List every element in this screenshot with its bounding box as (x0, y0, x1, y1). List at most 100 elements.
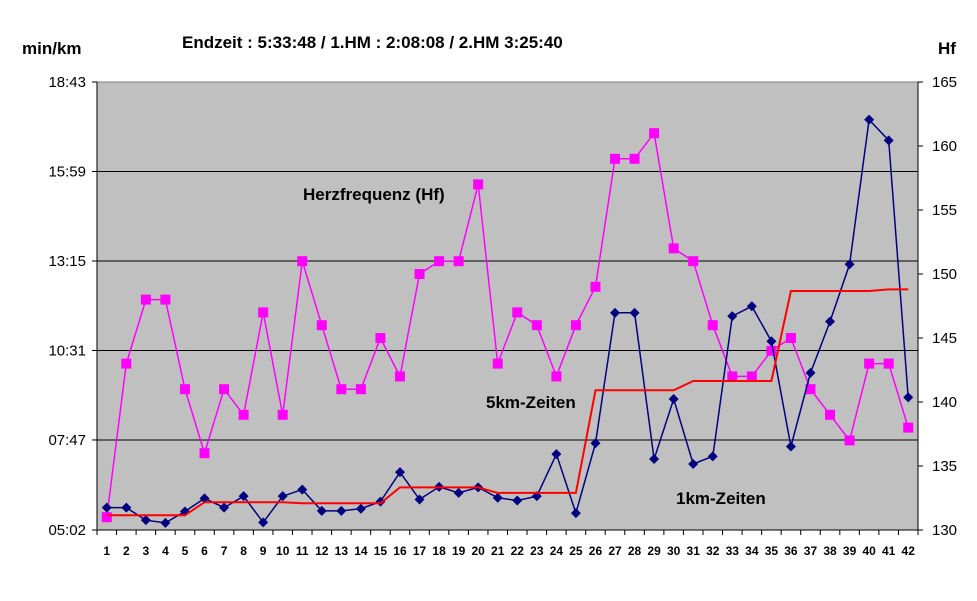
x-tick-label: 2 (123, 544, 130, 558)
right-tick-label: 145 (932, 330, 957, 347)
data-point-square (336, 384, 347, 395)
x-tick-label: 34 (745, 544, 759, 558)
data-point-square (394, 371, 405, 382)
data-point-diamond (453, 487, 464, 498)
x-tick-label: 1 (103, 544, 110, 558)
data-point-diamond (590, 438, 601, 449)
data-point-square (844, 435, 855, 446)
annotation-heart-rate: Herzfrequenz (Hf) (303, 185, 445, 204)
x-tick-label: 28 (628, 544, 642, 558)
data-point-square (238, 409, 249, 420)
data-point-diamond (649, 454, 660, 465)
x-tick-label: 9 (260, 544, 267, 558)
data-point-square (649, 128, 660, 139)
data-point-square (785, 333, 796, 343)
data-point-diamond (258, 517, 269, 528)
data-point-diamond (551, 449, 562, 460)
x-tick-label: 39 (843, 544, 857, 558)
data-point-square (570, 320, 581, 331)
x-tick-label: 40 (862, 544, 876, 558)
x-tick-label: 24 (550, 544, 564, 558)
x-tick-label: 31 (687, 544, 701, 558)
x-tick-label: 12 (315, 544, 329, 558)
x-tick-label: 19 (452, 544, 466, 558)
left-axis-unit-label: min/km (22, 39, 82, 58)
right-tick-label: 160 (932, 138, 957, 155)
data-point-square (903, 422, 914, 433)
data-point-square (179, 384, 190, 395)
data-point-square (590, 281, 601, 292)
right-tick-label: 150 (932, 266, 957, 283)
x-tick-label: 27 (608, 544, 622, 558)
x-tick-label: 38 (823, 544, 837, 558)
left-tick-label: 10:31 (48, 342, 86, 359)
x-tick-label: 15 (374, 544, 388, 558)
data-point-square (121, 358, 132, 369)
data-point-square (668, 243, 679, 254)
data-point-square (805, 384, 816, 395)
data-point-square (453, 256, 464, 267)
x-tick-label: 8 (240, 544, 247, 558)
data-point-square (473, 179, 484, 190)
x-tick-label: 36 (784, 544, 798, 558)
x-tick-label: 17 (413, 544, 427, 558)
data-point-square (375, 333, 386, 343)
data-point-square (434, 256, 445, 267)
data-point-diamond (101, 502, 112, 513)
x-tick-label: 32 (706, 544, 720, 558)
data-point-diamond (414, 494, 425, 505)
data-point-square (414, 269, 425, 279)
right-tick-label: 155 (932, 202, 957, 219)
data-point-square (551, 371, 562, 382)
data-point-diamond (903, 392, 914, 403)
data-point-square (258, 307, 269, 318)
annotation-5km-times: 5km-Zeiten (486, 393, 576, 412)
gridlines (97, 170, 918, 441)
data-point-diamond (844, 259, 855, 270)
x-tick-label: 16 (393, 544, 407, 558)
series-line (106, 288, 909, 517)
series-line (106, 118, 909, 524)
x-tick-label: 35 (765, 544, 779, 558)
x-tick-label: 11 (296, 544, 309, 558)
data-point-diamond (238, 491, 249, 502)
x-tick-label: 4 (162, 544, 169, 558)
data-point-square (219, 384, 230, 395)
x-tick-label: 7 (221, 544, 228, 558)
plot-area (96, 81, 919, 531)
x-tick-label: 3 (143, 544, 150, 558)
data-point-square (766, 345, 777, 356)
data-point-diamond (336, 505, 347, 516)
x-tick-label: 41 (882, 544, 896, 558)
data-point-square (512, 307, 523, 318)
right-tick-label: 165 (932, 74, 957, 91)
x-tick-label: 25 (569, 544, 583, 558)
x-tick-label: 6 (201, 544, 208, 558)
data-point-diamond (121, 502, 132, 513)
x-tick-label: 20 (471, 544, 485, 558)
data-point-diamond (355, 503, 366, 514)
data-point-diamond (864, 114, 875, 125)
data-point-diamond (297, 484, 308, 495)
x-tick-label: 42 (902, 544, 916, 558)
data-point-square (277, 409, 288, 420)
data-point-square (707, 320, 718, 331)
x-tick-label: 26 (589, 544, 603, 558)
data-point-diamond (785, 441, 796, 452)
x-tick-label: 14 (354, 544, 368, 558)
data-point-diamond (766, 336, 777, 347)
left-tick-label: 15:59 (48, 163, 86, 180)
chart-title: Endzeit : 5:33:48 / 1.HM : 2:08:08 / 2.H… (182, 33, 563, 52)
data-point-diamond (610, 307, 621, 318)
data-point-square (629, 153, 640, 164)
right-tick-label: 135 (932, 458, 957, 475)
right-tick-label: 130 (932, 522, 957, 539)
x-tick-label: 33 (726, 544, 740, 558)
data-point-square (355, 384, 366, 395)
data-point-diamond (512, 495, 523, 506)
data-point-square (610, 153, 621, 164)
left-tick-label: 07:47 (48, 432, 86, 449)
data-point-diamond (727, 311, 738, 322)
right-tick-label: 140 (932, 394, 957, 411)
data-point-diamond (277, 491, 288, 502)
